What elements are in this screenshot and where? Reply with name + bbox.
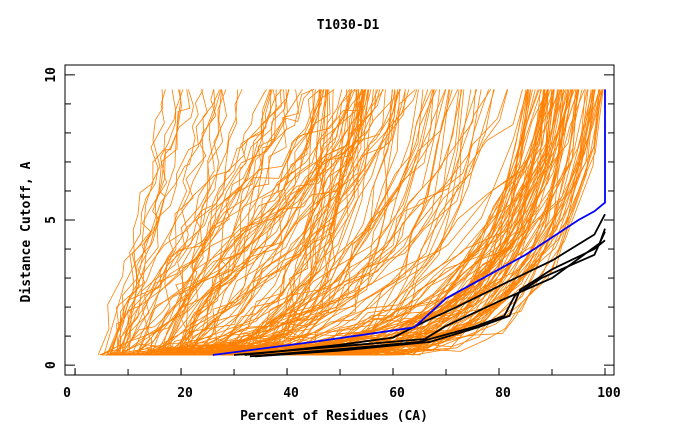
model-curve [126, 89, 447, 356]
reference-curve [244, 213, 606, 356]
model-curve [118, 89, 289, 356]
model-curve [143, 89, 463, 356]
model-curves [97, 89, 604, 356]
model-curve [97, 89, 184, 356]
model-curve [120, 89, 553, 356]
model-curve [129, 89, 410, 356]
axis-ticks: 0 20 40 60 80 100 0 5 10 [44, 67, 621, 401]
reference-curve [249, 231, 606, 358]
model-curve [120, 89, 177, 356]
model-curve [188, 89, 351, 356]
model-curve [149, 89, 272, 356]
model-curve [185, 89, 362, 356]
model-curve [189, 89, 286, 356]
model-curve [174, 89, 324, 356]
model-curve [158, 89, 356, 356]
model-curve [171, 89, 602, 356]
model-curve [119, 89, 546, 356]
y-tick-label: 0 [44, 361, 59, 369]
model-curve [106, 89, 227, 356]
chart-title: T1030-D1 [317, 18, 380, 33]
model-curve [225, 89, 327, 356]
y-axis-label: Distance Cutoff, A [19, 161, 34, 302]
model-curve [177, 89, 300, 356]
model-curve [131, 89, 402, 356]
model-curve [129, 89, 352, 356]
model-curve [106, 89, 315, 356]
model-curve [121, 89, 335, 356]
x-tick-label: 0 [63, 386, 71, 401]
model-curve [119, 89, 191, 356]
model-curve [120, 89, 355, 356]
model-curve [168, 89, 222, 356]
model-curve [100, 89, 273, 356]
highlight-curve-line [212, 89, 606, 356]
model-curve [131, 89, 446, 356]
model-curve [198, 89, 399, 356]
model-curve [179, 89, 323, 356]
x-tick-label: 20 [177, 386, 193, 401]
model-curve [109, 89, 424, 356]
model-curve [169, 89, 364, 356]
model-curve [197, 89, 322, 356]
highlight-curve [212, 89, 606, 356]
x-axis-label: Percent of Residues (CA) [240, 409, 428, 424]
model-curve [115, 89, 450, 356]
model-curve [151, 89, 217, 355]
model-curve [113, 89, 434, 356]
model-curve [167, 89, 372, 356]
model-curve [128, 89, 204, 356]
model-curve [121, 89, 362, 356]
model-curve [110, 89, 166, 356]
reference-curve [233, 228, 606, 356]
reference-curves [233, 213, 606, 358]
x-tick-label: 60 [389, 386, 405, 401]
model-curve [144, 89, 224, 356]
model-curve [121, 89, 194, 356]
model-curve [134, 89, 416, 356]
model-curve [158, 89, 579, 356]
model-curve [136, 89, 381, 356]
model-curve [166, 89, 228, 356]
model-curve [110, 89, 313, 356]
reference-curve [255, 239, 606, 358]
model-curve [186, 89, 406, 356]
model-curve [151, 89, 370, 356]
x-tick-label: 100 [597, 386, 621, 401]
model-curve [120, 89, 350, 356]
y-tick-label: 10 [44, 67, 59, 83]
model-curve [105, 89, 182, 356]
model-curve [132, 89, 329, 356]
model-curve [107, 89, 283, 356]
x-tick-label: 80 [495, 386, 511, 401]
x-tick-label: 40 [283, 386, 299, 401]
model-curve [183, 89, 267, 356]
model-curve [109, 89, 364, 356]
y-tick-label: 5 [44, 216, 59, 224]
model-curve [158, 89, 271, 356]
model-curve [137, 89, 208, 356]
model-curve [105, 89, 239, 356]
model-curve [175, 89, 277, 356]
model-curve [103, 89, 221, 356]
model-curve [116, 89, 164, 356]
